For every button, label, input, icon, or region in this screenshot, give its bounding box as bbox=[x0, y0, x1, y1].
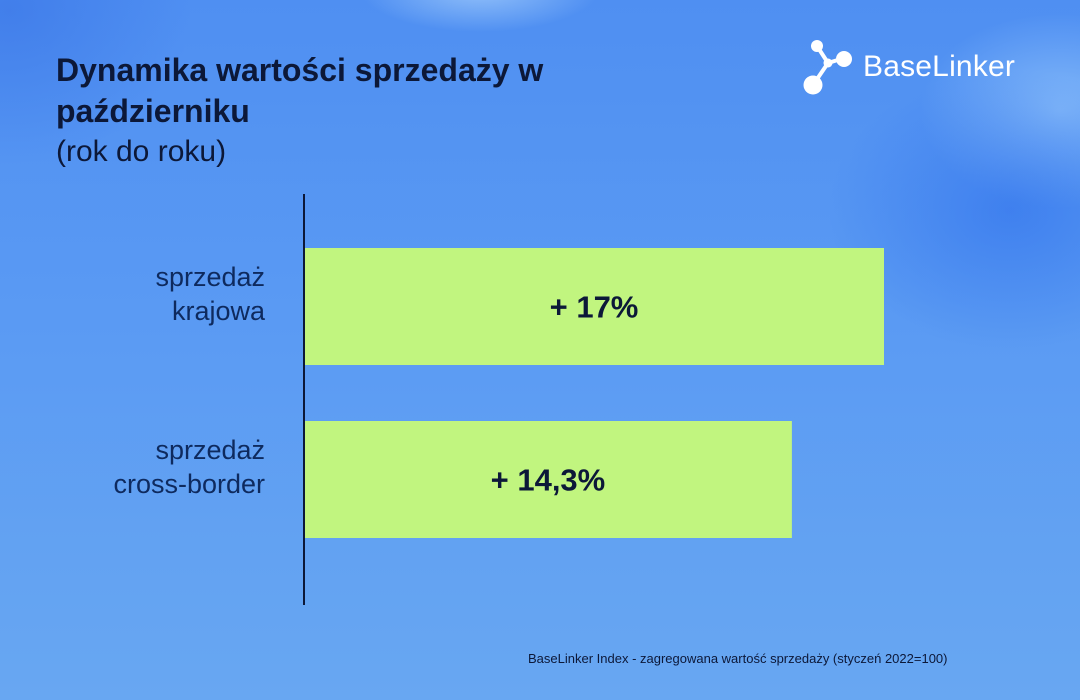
chart-subtitle: (rok do roku) bbox=[56, 135, 227, 168]
chart-title: Dynamika wartości sprzedaży w październi… bbox=[56, 52, 544, 129]
bar-value-label-1: + 14,3% bbox=[491, 463, 606, 498]
bar-value-label-0: + 17% bbox=[550, 290, 639, 325]
molecule-nodes-icon bbox=[803, 40, 852, 95]
baselinker-logo: BaseLinker bbox=[801, 36, 1046, 98]
source-note: BaseLinker Index - zagregowana wartość s… bbox=[528, 651, 948, 666]
category-label-0: sprzedaż krajowa bbox=[155, 262, 266, 326]
bar-0 bbox=[304, 248, 884, 365]
brand-name: BaseLinker bbox=[863, 50, 1016, 83]
category-label-1: sprzedaż cross-border bbox=[113, 435, 265, 499]
bar-1 bbox=[304, 421, 792, 538]
